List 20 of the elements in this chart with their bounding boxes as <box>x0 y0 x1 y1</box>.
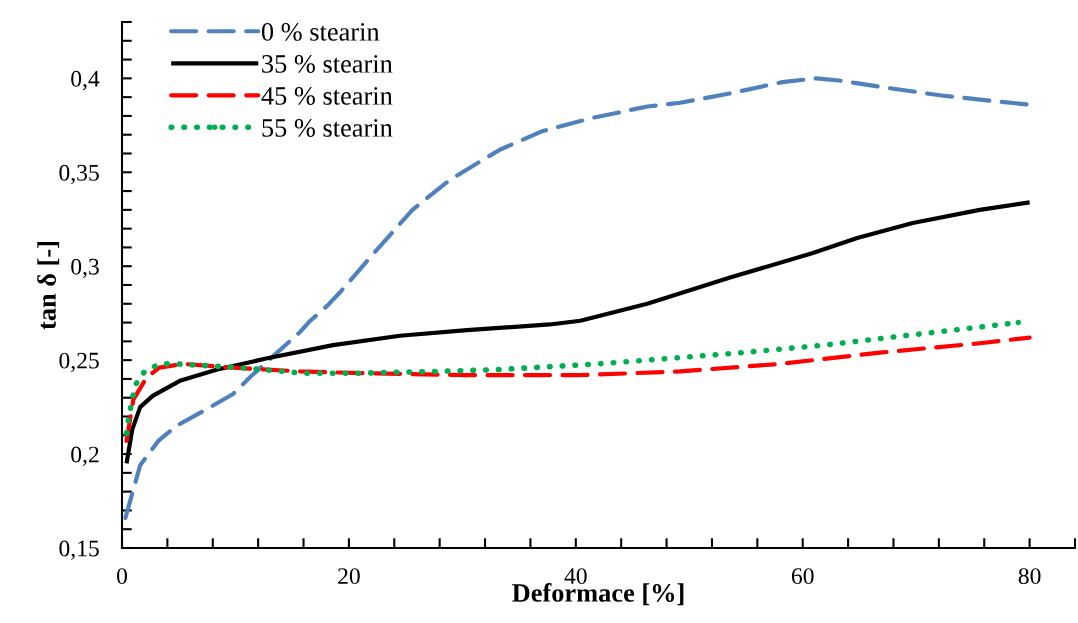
x-tick-label: 0 <box>117 568 127 585</box>
y-tick-label: 0,2 <box>71 446 99 466</box>
line-series <box>124 335 1032 444</box>
x-tick-label: 60 <box>791 568 814 585</box>
legend-label: 45 % stearin <box>261 86 393 105</box>
x-axis-title: Deformace [%] <box>512 583 684 606</box>
line-series <box>123 76 1032 521</box>
line-series <box>124 200 1032 466</box>
x-tick-label: 80 <box>1018 568 1041 585</box>
x-tick-label: 40 <box>564 568 587 585</box>
legend-label: 55 % stearin <box>262 119 393 137</box>
y-tick-label: 0,4 <box>71 70 100 91</box>
y-tick-label: 0,15 <box>59 540 99 560</box>
legend-label: 35 % stearin <box>262 54 393 73</box>
y-tick-label: 0,3 <box>71 258 99 279</box>
legend-label: 0 % stearin <box>261 22 380 41</box>
y-tick-label: 0,25 <box>59 352 99 372</box>
y-tick-label: 0,35 <box>59 164 99 185</box>
y-axis-title: tan δ [-] <box>37 242 60 330</box>
x-tick-label: 20 <box>338 568 360 585</box>
